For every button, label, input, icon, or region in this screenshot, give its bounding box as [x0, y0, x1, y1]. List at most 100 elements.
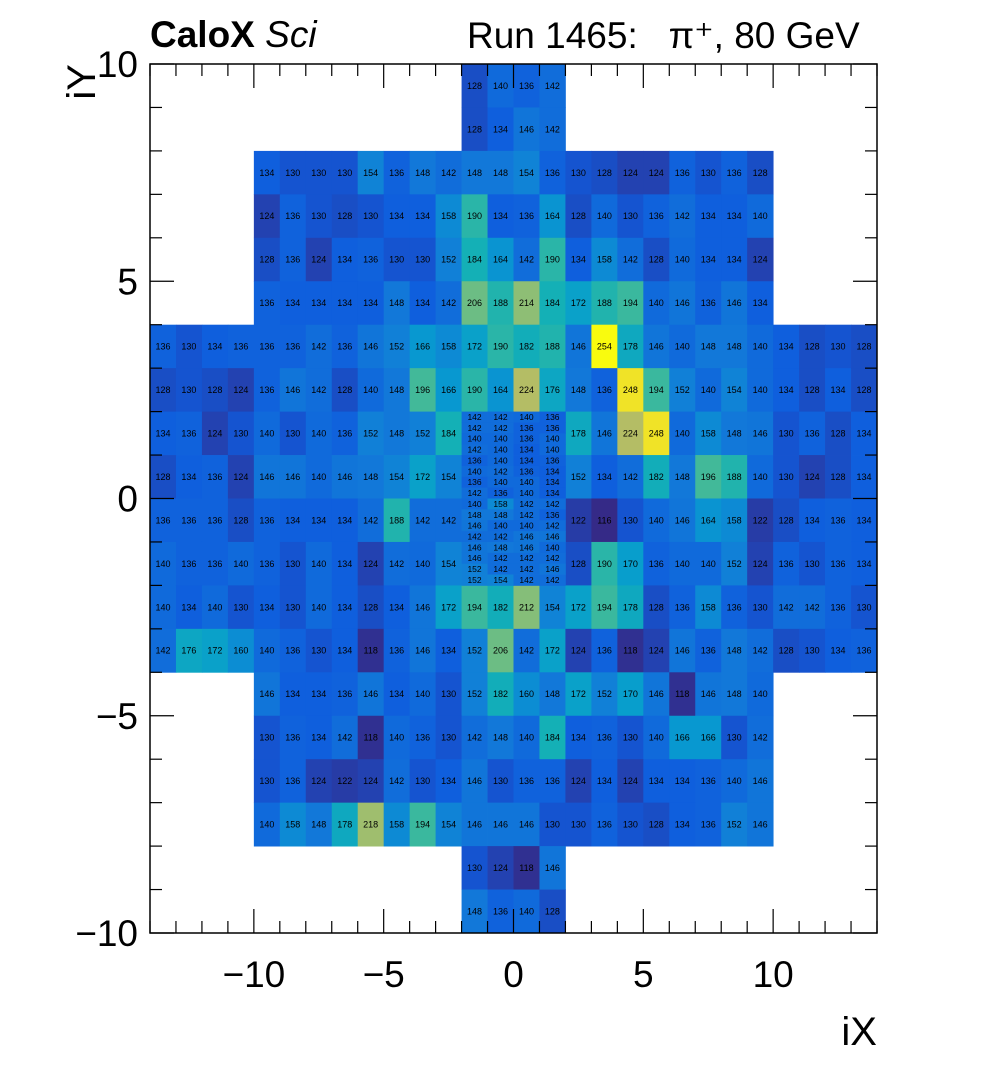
tower-cell: [305, 411, 333, 456]
tower-value-label: 218: [363, 820, 378, 830]
tower-cell: [409, 585, 437, 630]
tower-value-label: 136: [727, 602, 742, 612]
fine-tower-value-label: 136: [545, 455, 559, 465]
tower-value-label: 134: [311, 733, 326, 743]
tower-value-label: 128: [571, 559, 586, 569]
tower-value-label: 172: [571, 298, 586, 308]
tower-value-label: 178: [571, 428, 586, 438]
tower-cell: [253, 411, 281, 456]
tower-value-label: 212: [519, 602, 534, 612]
tower-value-label: 190: [467, 211, 482, 221]
fine-tower-value-label: 136: [545, 423, 559, 433]
tower-value-label: 136: [285, 733, 300, 743]
x-tick-label: 5: [633, 954, 654, 995]
tower-value-label: 152: [441, 255, 456, 265]
tower-cell: [305, 237, 333, 282]
tower-cell: [513, 107, 540, 152]
tower-value-label: 224: [623, 428, 638, 438]
tower-value-label: 124: [623, 168, 638, 178]
tower-value-label: 152: [363, 428, 378, 438]
tower-value-label: 148: [675, 472, 690, 482]
tower-cell: [461, 889, 488, 934]
tower-cell: [617, 715, 644, 760]
fine-tower-cell: [487, 531, 514, 543]
tower-value-label: 142: [545, 81, 560, 91]
tower-cell: [617, 324, 644, 369]
tower-value-label: 134: [597, 776, 612, 786]
fine-tower-value-label: 142: [519, 564, 533, 574]
tower-cell: [565, 368, 592, 412]
tower-cell: [825, 628, 852, 673]
tower-cell: [591, 194, 618, 239]
fine-tower-value-label: 148: [493, 510, 507, 520]
tower-cell: [150, 455, 177, 499]
tower-value-label: 146: [519, 820, 534, 830]
tower-value-label: 148: [545, 689, 560, 699]
tower-value-label: 134: [831, 385, 846, 395]
tower-cell: [435, 585, 462, 630]
tower-cell: [461, 368, 488, 412]
tower-value-label: 136: [259, 515, 274, 525]
tower-value-label: 160: [519, 689, 534, 699]
fine-tower-value-label: 142: [493, 531, 507, 541]
tower-value-label: 134: [259, 168, 274, 178]
tower-cell: [721, 759, 748, 804]
tower-value-label: 136: [649, 559, 664, 569]
tower-cell: [799, 498, 826, 543]
tower-cell: [201, 585, 229, 630]
tower-cell: [305, 585, 333, 630]
tower-value-label: 146: [753, 428, 768, 438]
tower-value-label: 158: [727, 515, 742, 525]
fine-tower-value-label: 136: [519, 434, 533, 444]
fine-tower-cell: [513, 455, 540, 467]
tower-cell: [487, 585, 514, 630]
tower-cell: [383, 281, 411, 326]
tower-value-label: 130: [467, 863, 482, 873]
tower-value-label: 152: [389, 342, 404, 352]
tower-cell: [747, 455, 774, 499]
tower-cell: [747, 715, 774, 760]
tower-cell: [253, 368, 281, 412]
tower-value-label: 140: [675, 342, 690, 352]
tower-cell: [513, 846, 540, 890]
tower-cell: [773, 411, 800, 456]
fine-tower-cell: [487, 509, 514, 521]
tower-value-label: 134: [831, 646, 846, 656]
tower-value-label: 128: [779, 515, 794, 525]
experiment-name: CaloX: [150, 14, 255, 55]
tower-cell: [747, 194, 774, 239]
tower-value-label: 142: [389, 559, 404, 569]
tower-cell: [565, 541, 592, 586]
tower-cell: [383, 715, 411, 760]
tower-value-label: 134: [441, 646, 456, 656]
tower-value-label: 170: [623, 559, 638, 569]
tower-cell: [695, 715, 722, 760]
tower-cell: [617, 498, 644, 543]
tower-value-label: 136: [285, 255, 300, 265]
tower-cell: [721, 324, 748, 369]
tower-value-label: 142: [311, 385, 326, 395]
fine-tower-value-label: 134: [545, 488, 559, 498]
tower-cell: [487, 628, 514, 673]
tower-value-label: 154: [441, 472, 456, 482]
tower-cell: [409, 628, 437, 673]
tower-value-label: 124: [311, 776, 326, 786]
tower-cell: [591, 281, 618, 326]
tower-cell: [305, 541, 333, 586]
tower-cell: [357, 324, 385, 369]
tower-value-label: 146: [545, 863, 560, 873]
tower-value-label: 190: [545, 255, 560, 265]
tower-cell: [279, 802, 307, 847]
tower-value-label: 214: [519, 298, 534, 308]
tower-cell: [150, 498, 177, 543]
tower-value-label: 142: [363, 515, 378, 525]
tower-cell: [799, 585, 826, 630]
tower-cell: [305, 498, 333, 543]
tower-cell: [279, 368, 307, 412]
tower-cell: [150, 628, 177, 673]
tower-cell: [565, 498, 592, 543]
tower-value-label: 142: [805, 602, 820, 612]
fine-tower-cell: [461, 433, 488, 445]
tower-value-label: 176: [545, 385, 560, 395]
tower-value-label: 140: [259, 428, 274, 438]
